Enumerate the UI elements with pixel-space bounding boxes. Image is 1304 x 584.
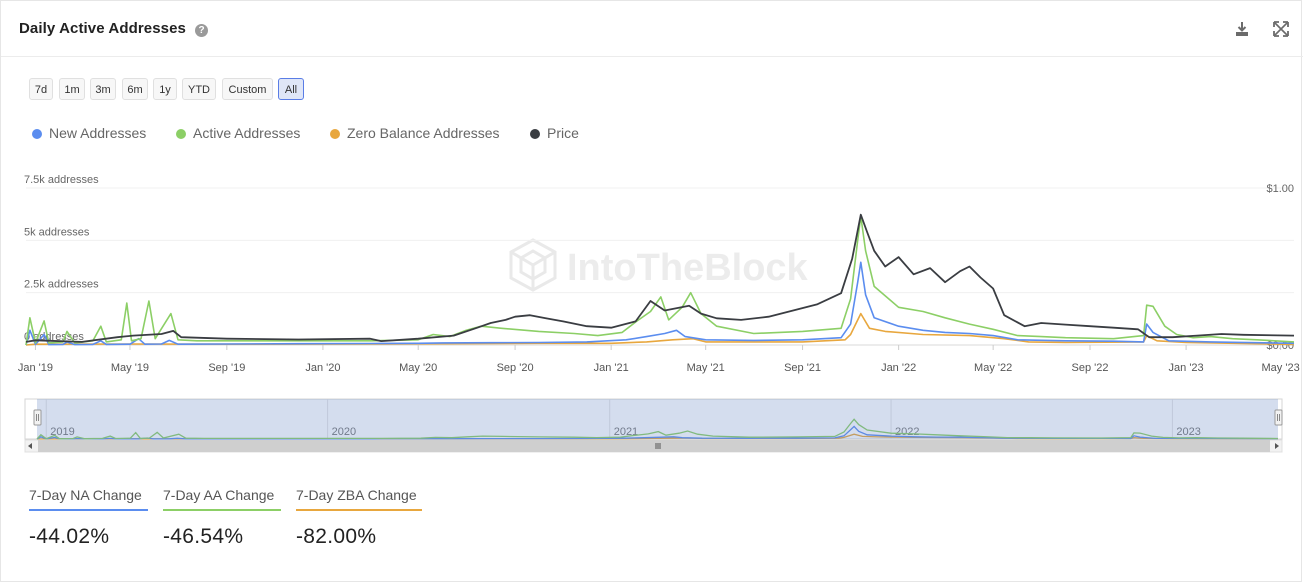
range-ytd-button[interactable]: YTD	[182, 78, 216, 100]
range-1m-button[interactable]: 1m	[59, 78, 85, 100]
x-tick-label: Sep '21	[784, 362, 821, 374]
legend-dot-price	[530, 129, 540, 139]
scroll-left-arrow-icon[interactable]	[28, 443, 32, 449]
range-7d-button[interactable]: 7d	[29, 78, 53, 100]
navigator-right-handle[interactable]	[1274, 409, 1283, 426]
navigator-left-handle[interactable]	[33, 409, 42, 426]
x-tick-label: Sep '22	[1072, 362, 1109, 374]
scrollbar-grip-icon	[655, 443, 661, 449]
legend-label: Zero Balance Addresses	[347, 125, 500, 141]
x-tick-label: Jan '21	[594, 362, 629, 374]
range-custom-button[interactable]: Custom	[222, 78, 273, 100]
navigator-year-label: 2022	[895, 426, 919, 438]
stat-zba-label: 7-Day ZBA Change	[296, 487, 422, 511]
stat-na-value: -44.02%	[29, 525, 110, 548]
navigator-series-active-addresses	[36, 418, 1279, 440]
x-tick-label: Jan '23	[1169, 362, 1204, 374]
navigator-year-label: 2020	[332, 426, 356, 438]
stat-na-label: 7-Day NA Change	[29, 487, 148, 511]
chart-title: Daily Active Addresses	[19, 20, 187, 37]
watermark-text: IntoTheBlock	[567, 247, 809, 289]
legend-label: Price	[547, 125, 579, 141]
question-circle-icon[interactable]: ?	[195, 24, 208, 37]
range-1y-button[interactable]: 1y	[153, 78, 177, 100]
series-line-price[interactable]	[25, 213, 1295, 343]
range-3m-button[interactable]: 3m	[90, 78, 116, 100]
stat-na-change: 7-Day NA Change -44.02%	[29, 487, 148, 549]
series-line-new-addresses[interactable]	[25, 261, 1295, 346]
x-tick-label: Jan '22	[881, 362, 916, 374]
y-tick-label: 5k addresses	[24, 226, 90, 238]
stat-zba-change: 7-Day ZBA Change -82.00%	[296, 487, 422, 549]
navigator-series-new-addresses	[36, 425, 1279, 440]
x-tick-label: May '23	[1262, 362, 1300, 374]
y2-tick-label: $1.00	[1266, 183, 1294, 195]
navigator-year-label: 2019	[50, 426, 74, 438]
series-line-active-addresses[interactable]	[25, 215, 1295, 346]
range-6m-button[interactable]: 6m	[122, 78, 148, 100]
card-header: Daily Active Addresses ?	[1, 1, 1303, 57]
x-tick-label: May '19	[111, 362, 149, 374]
x-tick-label: Sep '20	[497, 362, 534, 374]
watermark-logo: IntoTheBlock	[509, 238, 809, 292]
stat-aa-label: 7-Day AA Change	[163, 487, 281, 511]
y-tick-label: 2.5k addresses	[24, 279, 99, 291]
legend-dot-new-addresses	[32, 129, 42, 139]
x-tick-label: Jan '20	[305, 362, 340, 374]
stat-aa-value: -46.54%	[163, 525, 244, 548]
navigator-scrollbar-thumb[interactable]	[38, 440, 1270, 452]
stat-aa-change: 7-Day AA Change -46.54%	[163, 487, 281, 549]
legend-label: New Addresses	[49, 125, 147, 141]
x-tick-label: Jan '19	[18, 362, 53, 374]
navigator-chart[interactable]: 2019 2020 2021 2022 2023	[1, 397, 1304, 457]
scroll-right-arrow-icon[interactable]	[1275, 443, 1279, 449]
navigator-selection[interactable]	[37, 399, 1278, 439]
legend-dot-active-addresses	[176, 129, 186, 139]
x-tick-label: May '20	[399, 362, 437, 374]
legend-dot-zero-balance-addresses	[330, 129, 340, 139]
y-tick-label: 7.5k addresses	[24, 174, 99, 186]
x-tick-label: May '21	[687, 362, 725, 374]
expand-icon[interactable]	[1271, 19, 1291, 39]
x-tick-label: May '22	[974, 362, 1012, 374]
range-all-button[interactable]: All	[278, 78, 304, 100]
x-tick-label: Sep '19	[208, 362, 245, 374]
navigator-year-label: 2023	[1176, 426, 1200, 438]
navigator-year-label: 2021	[614, 426, 638, 438]
download-icon[interactable]	[1232, 19, 1252, 39]
legend-label: Active Addresses	[193, 125, 301, 141]
stat-zba-value: -82.00%	[296, 525, 377, 548]
